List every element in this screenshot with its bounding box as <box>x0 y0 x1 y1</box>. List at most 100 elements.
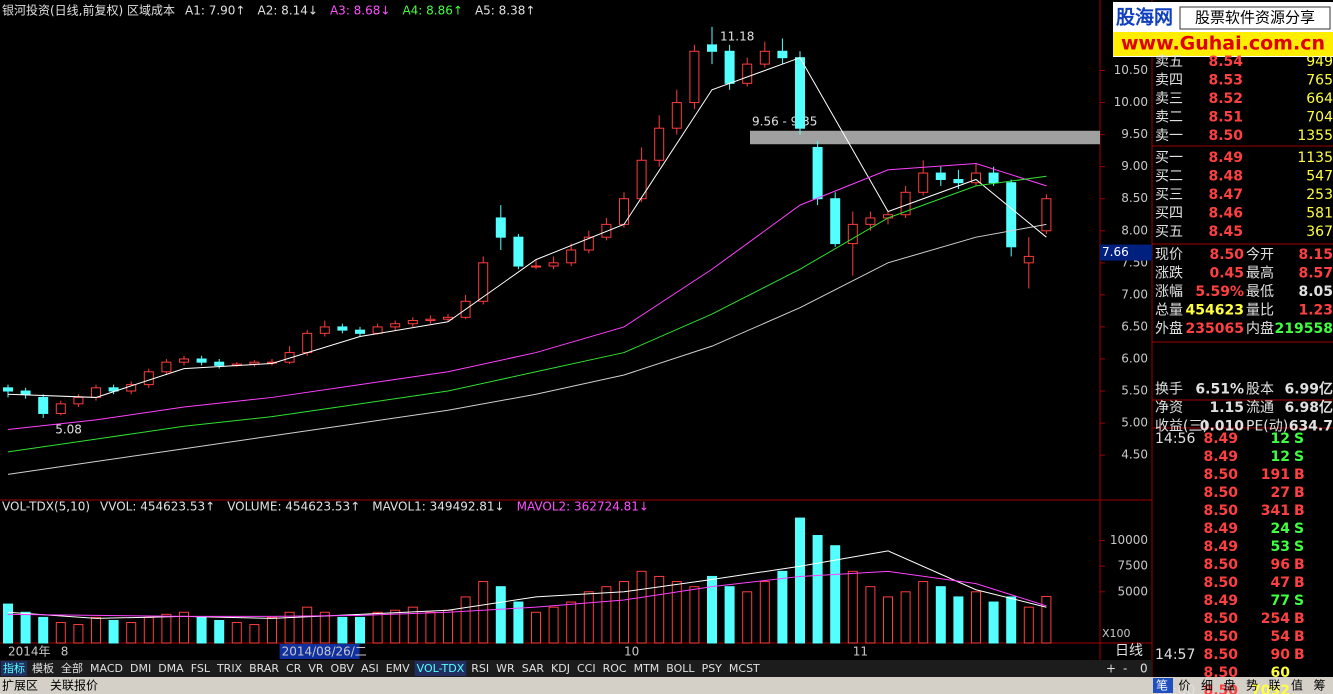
indicator-tab[interactable]: MCST <box>729 662 760 675</box>
cursor-price: 7.66 <box>1102 245 1129 259</box>
indicator-tab[interactable]: BRAR <box>249 662 279 675</box>
quote-value: 634.7 <box>1289 419 1333 435</box>
tick-time: 15:00 <box>1155 683 1195 694</box>
indicator-value: A1: 7.90↑ <box>185 4 245 18</box>
logo-name: 股海网 <box>1116 6 1173 29</box>
logo-url-box <box>1113 32 1333 56</box>
side-tab[interactable]: 筹 <box>1314 679 1326 693</box>
candle-body <box>319 326 330 334</box>
volume-bar <box>583 591 594 644</box>
quote-label: 股本 <box>1246 382 1274 398</box>
indicator-tab[interactable]: BOLL <box>666 662 695 675</box>
indicator-tab[interactable]: MTM <box>634 662 660 675</box>
zoom-control[interactable]: + <box>1106 662 1116 676</box>
indicator-tab[interactable]: FSL <box>191 662 211 675</box>
book-price: 8.52 <box>1208 91 1243 107</box>
y-tick-label: 10.00 <box>1114 95 1148 109</box>
indicator-tab[interactable]: KDJ <box>551 662 570 675</box>
candle-body <box>759 50 770 65</box>
quote-label: 流通 <box>1246 400 1274 416</box>
candle-body <box>407 320 418 325</box>
book-price: 8.54 <box>1208 54 1243 70</box>
volume-bar <box>548 606 559 644</box>
indicator-tab[interactable]: SAR <box>522 662 545 675</box>
side-tab[interactable]: 价 <box>1179 679 1191 693</box>
volume-bar <box>513 601 524 644</box>
y-tick-label: 7.00 <box>1121 287 1148 301</box>
tick-volume: 77 <box>1271 593 1290 609</box>
quote-label: 内盘 <box>1246 320 1274 337</box>
tick-price: 8.50 <box>1203 575 1238 591</box>
candle-body <box>1041 198 1052 232</box>
tick-price: 8.50 <box>1203 611 1238 627</box>
volume-bar <box>531 611 541 644</box>
indicator-tab[interactable]: VR <box>308 662 324 675</box>
volume-bar <box>812 534 823 644</box>
candle-body <box>108 387 119 392</box>
volume-bar <box>724 586 735 644</box>
indicator-tab[interactable]: 指标 <box>3 661 25 675</box>
indicator-tab[interactable]: MACD <box>90 662 123 675</box>
side-tab[interactable]: 笔 <box>1156 678 1168 693</box>
date-box <box>279 644 360 659</box>
book-price: 8.51 <box>1208 110 1243 126</box>
volume-bar <box>601 586 612 644</box>
quote-value: 0.45 <box>1209 266 1244 282</box>
volume-bar <box>935 586 946 644</box>
indicator-tab[interactable]: 全部 <box>61 661 83 675</box>
volume-bar <box>267 616 277 644</box>
candle-body <box>372 326 383 334</box>
indicator-tab[interactable]: DMI <box>130 662 151 675</box>
indicator-tab-bg[interactable] <box>1 661 27 676</box>
volume-bar <box>900 591 911 644</box>
tick-volume: 191 <box>1261 467 1290 483</box>
volume-bar <box>390 609 401 644</box>
volume-bar <box>55 622 66 644</box>
book-volume: 253 <box>1306 187 1333 203</box>
quote-value: 235065 <box>1186 321 1244 337</box>
tick-price: 8.50 <box>1203 647 1238 663</box>
side-tab[interactable]: 值 <box>1291 678 1303 693</box>
indicator-tab[interactable]: 模板 <box>32 661 54 675</box>
volume-bar <box>143 616 154 644</box>
footer-tab[interactable]: 关联报价 <box>50 678 98 693</box>
quote-value: 8.57 <box>1298 266 1333 282</box>
indicator-tab[interactable]: EMV <box>386 662 410 675</box>
y-tick-label: 8.00 <box>1121 223 1148 237</box>
indicator-title: VOL-TDX(5,10) <box>2 500 90 514</box>
side-tab[interactable]: 盘 <box>1224 678 1236 693</box>
indicator-tab[interactable]: PSY <box>702 662 723 675</box>
indicator-tab[interactable]: CCI <box>577 662 596 675</box>
book-label: 卖四 <box>1155 73 1183 89</box>
quote-label: 最高 <box>1246 265 1274 282</box>
zoom-control[interactable]: 0 <box>1140 662 1148 676</box>
side-tab[interactable]: 势 <box>1246 679 1258 693</box>
zoom-control[interactable]: - <box>1123 662 1127 676</box>
side-tab[interactable]: 联 <box>1269 679 1281 693</box>
footer-tab[interactable]: 扩展区 <box>2 679 38 693</box>
indicator-tab[interactable]: TRIX <box>216 662 243 675</box>
candle-body <box>548 262 559 267</box>
indicator-tab[interactable]: OBV <box>331 662 355 675</box>
indicator-value: MAVOL1: 349492.81↓ <box>372 500 504 514</box>
volume-bar <box>636 570 647 644</box>
indicator-tab[interactable]: VOL-TDX <box>417 662 465 675</box>
candle-body <box>918 172 929 193</box>
candle-body <box>601 223 612 238</box>
y-tick-label: 5.00 <box>1121 416 1148 430</box>
indicator-tab[interactable]: WR <box>496 662 515 675</box>
candle-body <box>935 172 946 180</box>
indicator-tab[interactable]: RSI <box>471 662 489 675</box>
y-tick-label: 9.00 <box>1121 159 1148 173</box>
indicator-tab[interactable]: ROC <box>603 662 627 675</box>
period-label: 日线 <box>1115 643 1143 659</box>
indicator-tab-bg[interactable] <box>414 661 467 676</box>
indicator-tab[interactable]: CR <box>286 662 302 675</box>
indicator-tab[interactable]: ASI <box>361 662 379 675</box>
tick-price: 8.50 <box>1203 683 1238 694</box>
tick-time: 14:57 <box>1155 647 1195 663</box>
volume-bar <box>883 596 893 644</box>
book-price: 8.50 <box>1208 128 1243 144</box>
side-tab[interactable]: 细 <box>1201 679 1213 693</box>
indicator-tab[interactable]: DMA <box>158 662 184 675</box>
